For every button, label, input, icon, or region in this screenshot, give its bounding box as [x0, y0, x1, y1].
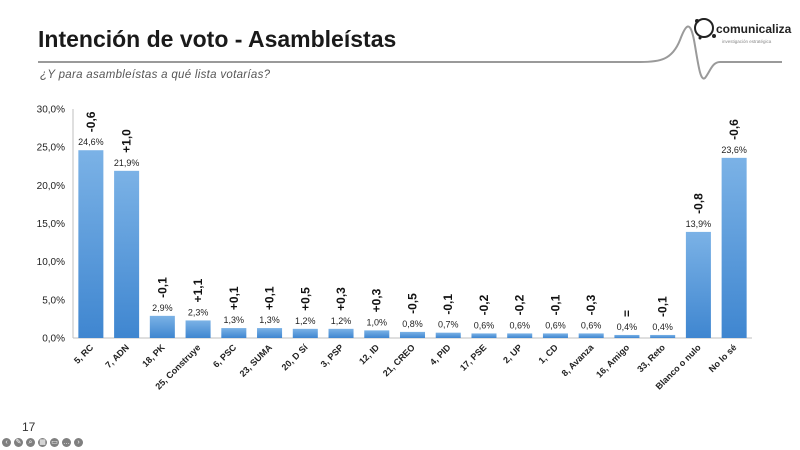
- bar-value-label: 13,9%: [686, 219, 712, 229]
- bar: [399, 331, 426, 338]
- y-tick-label: 0,0%: [42, 334, 65, 345]
- bar-change-label: -0,1: [548, 294, 562, 315]
- x-tick-label: 2, UP: [501, 342, 524, 365]
- x-tick-label: 1, CD: [537, 342, 561, 366]
- bar: [328, 328, 354, 338]
- bar: [471, 333, 497, 338]
- page-subtitle: ¿Y para asambleístas a qué lista votaría…: [40, 69, 271, 81]
- bar-change-label: -0,8: [691, 193, 705, 214]
- zoom-icon[interactable]: ⌕: [26, 438, 35, 447]
- bar-change-label: -0,5: [406, 293, 420, 314]
- bar: [435, 332, 461, 338]
- x-tick-label: No lo sé: [707, 342, 739, 374]
- slide-nav-controls[interactable]: ‹ ✎ ⌕ ▦ ▭ … ›: [2, 438, 83, 447]
- x-tick-label: 12, ID: [357, 342, 381, 366]
- y-tick-label: 5,0%: [42, 295, 65, 306]
- bar-value-label: 1,3%: [259, 315, 280, 325]
- bar-value-label: 1,2%: [331, 316, 352, 326]
- bar: [185, 320, 211, 338]
- more-icon[interactable]: …: [62, 438, 71, 447]
- bar-value-label: 1,2%: [295, 316, 316, 326]
- bar-change-label: +0,3: [334, 287, 348, 311]
- bar-change-label: -0,6: [84, 111, 98, 132]
- page-number: 17: [22, 420, 36, 434]
- bar-change-label: +1,0: [120, 129, 134, 153]
- bar-value-label: 0,6%: [545, 320, 566, 330]
- bar-change-label: +0,1: [263, 286, 277, 310]
- bar-change-label: =: [620, 310, 634, 317]
- x-tick-label: 16, Amigo: [594, 342, 632, 380]
- y-tick-label: 20,0%: [37, 181, 65, 192]
- logo-icon: [694, 18, 716, 40]
- y-tick-label: 30,0%: [37, 105, 65, 116]
- bar: [542, 333, 568, 338]
- bar: [114, 170, 140, 338]
- y-tick-label: 15,0%: [37, 219, 65, 230]
- bar-value-label: 21,9%: [114, 158, 140, 168]
- x-tick-label: 17, PSE: [458, 342, 488, 372]
- bar-value-label: 2,3%: [188, 307, 209, 317]
- x-tick-label: 5, RC: [72, 342, 96, 366]
- pen-icon[interactable]: ✎: [14, 438, 23, 447]
- bar-value-label: 0,6%: [581, 320, 602, 330]
- bar-value-label: 0,4%: [617, 322, 638, 332]
- bar-value-label: 0,6%: [474, 320, 495, 330]
- bar-change-label: +1,1: [191, 278, 205, 302]
- bar-value-label: 0,6%: [509, 320, 530, 330]
- logo-text: comunicaliza: [716, 22, 792, 36]
- x-tick-label: 8, Avanza: [560, 342, 597, 379]
- bar: [721, 157, 747, 338]
- x-tick-label: 33, Reto: [635, 342, 667, 374]
- subtitle-icon[interactable]: ▭: [50, 438, 59, 447]
- bar-value-label: 1,3%: [224, 315, 245, 325]
- bar: [650, 334, 676, 338]
- y-tick-label: 25,0%: [37, 143, 65, 154]
- x-tick-label: 3, PSP: [319, 342, 346, 369]
- bar: [614, 334, 640, 338]
- x-tick-label: 20, D Sí: [280, 342, 310, 372]
- slides-icon[interactable]: ▦: [38, 438, 47, 447]
- bar-value-label: 0,8%: [402, 319, 423, 329]
- prev-slide-icon[interactable]: ‹: [2, 438, 11, 447]
- bar-change-label: -0,1: [155, 277, 169, 298]
- bar-value-label: 2,9%: [152, 303, 173, 313]
- bar: [78, 150, 104, 338]
- header-decoration: comunicaliza investigación estratégica: [38, 18, 792, 80]
- bar: [578, 333, 604, 338]
- bar-change-label: -0,1: [656, 296, 670, 317]
- bar-value-label: 1,0%: [367, 317, 388, 327]
- bar: [507, 333, 533, 338]
- bar-change-label: -0,2: [477, 294, 491, 315]
- bar: [364, 330, 390, 338]
- bar-change-label: +0,1: [227, 286, 241, 310]
- bar: [685, 231, 711, 338]
- bar-value-label: 0,4%: [652, 322, 673, 332]
- page-title: Intención de voto - Asambleístas: [38, 26, 397, 52]
- header-rule: [38, 25, 782, 80]
- next-slide-icon[interactable]: ›: [74, 438, 83, 447]
- x-tick-label: 18, PK: [140, 342, 167, 369]
- x-tick-label: 6, PSC: [211, 342, 239, 370]
- x-tick-label: 4, PID: [428, 342, 453, 367]
- x-tick-label: 7, ADN: [103, 342, 131, 370]
- bar-chart: 0,0% 5,0% 10,0% 15,0% 20,0% 25,0% 30,0% 24,6% -…: [37, 105, 752, 392]
- y-tick-label: 10,0%: [37, 257, 65, 268]
- x-tick-label: 23, SUMA: [238, 342, 275, 379]
- bar-change-label: -0,3: [584, 294, 598, 315]
- bar: [292, 328, 318, 338]
- bar-change-label: +0,3: [370, 288, 384, 312]
- bar-value-label: 0,7%: [438, 320, 459, 330]
- bar: [221, 328, 247, 338]
- bar: [257, 328, 283, 338]
- bar-value-label: 23,6%: [721, 145, 747, 155]
- bar-change-label: -0,1: [441, 294, 455, 315]
- bar-value-label: 24,6%: [78, 137, 104, 147]
- bar: [149, 315, 175, 338]
- bar-change-label: -0,6: [727, 119, 741, 140]
- x-tick-label: 21, CREO: [381, 342, 417, 378]
- bar-change-label: +0,5: [298, 287, 312, 311]
- logo-subtext: investigación estratégica: [722, 39, 772, 44]
- bar-change-label: -0,2: [513, 294, 527, 315]
